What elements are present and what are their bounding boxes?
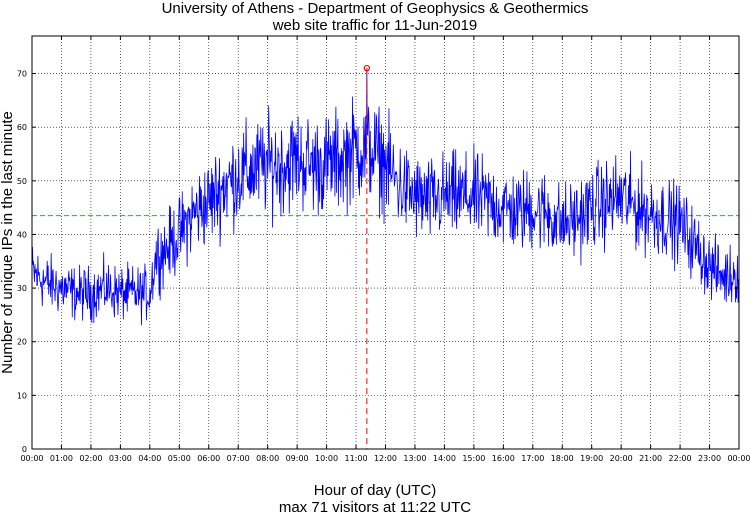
- y-tick-label: 40: [17, 230, 27, 239]
- x-tick-label: 03:00: [109, 454, 132, 463]
- y-tick-label: 20: [17, 338, 27, 347]
- y-tick-label: 30: [17, 284, 27, 293]
- x-tick-label: 21:00: [639, 454, 662, 463]
- y-axis-label: Number of unique IPs in the last minute: [0, 111, 16, 374]
- y-tick-label: 50: [17, 177, 27, 186]
- y-tick-label: 10: [17, 391, 27, 400]
- x-tick-label: 11:00: [345, 454, 368, 463]
- x-tick-label: 10:00: [315, 454, 338, 463]
- x-tick-label: 00:00: [20, 454, 43, 463]
- x-axis-label: Hour of day (UTC): [313, 482, 437, 499]
- x-tick-label: 00:00: [727, 454, 750, 463]
- x-tick-label: 14:00: [433, 454, 456, 463]
- x-tick-label: 12:00: [374, 454, 397, 463]
- x-tick-label: 04:00: [138, 454, 161, 463]
- max-point-marker: [363, 64, 371, 72]
- x-tick-label: 05:00: [168, 454, 191, 463]
- x-tick-label: 19:00: [580, 454, 603, 463]
- x-axis-ticks: 00:00 01:00 02:00 03:00 04:00 05:00 06:00 07:00…: [20, 36, 750, 463]
- x-tick-label: 18:00: [551, 454, 574, 463]
- x-tick-label: 06:00: [197, 454, 220, 463]
- x-tick-label: 07:00: [227, 454, 250, 463]
- x-tick-label: 01:00: [50, 454, 73, 463]
- x-tick-label: 02:00: [79, 454, 102, 463]
- x-tick-label: 20:00: [610, 454, 633, 463]
- x-tick-label: 08:00: [256, 454, 279, 463]
- chart-subtitle: web site traffic for 11-Jun-2019: [272, 17, 478, 34]
- y-axis-ticks: 0 10 20 30 40 50 60 70: [17, 70, 739, 454]
- max-visitors-note: max 71 visitors at 11:22 UTC: [278, 499, 472, 516]
- y-tick-label: 0: [22, 445, 27, 454]
- x-tick-label: 15:00: [462, 454, 485, 463]
- y-tick-label: 60: [17, 123, 27, 132]
- series-line: [31, 68, 739, 326]
- x-tick-label: 22:00: [669, 454, 692, 463]
- grid-lines: [32, 36, 739, 449]
- x-tick-label: 09:00: [286, 454, 309, 463]
- x-tick-label: 23:00: [698, 454, 721, 463]
- x-tick-label: 17:00: [521, 454, 544, 463]
- chart-title: University of Athens - Department of Geo…: [161, 0, 589, 17]
- y-tick-label: 70: [17, 70, 27, 79]
- x-tick-label: 16:00: [492, 454, 515, 463]
- x-tick-label: 13:00: [403, 454, 426, 463]
